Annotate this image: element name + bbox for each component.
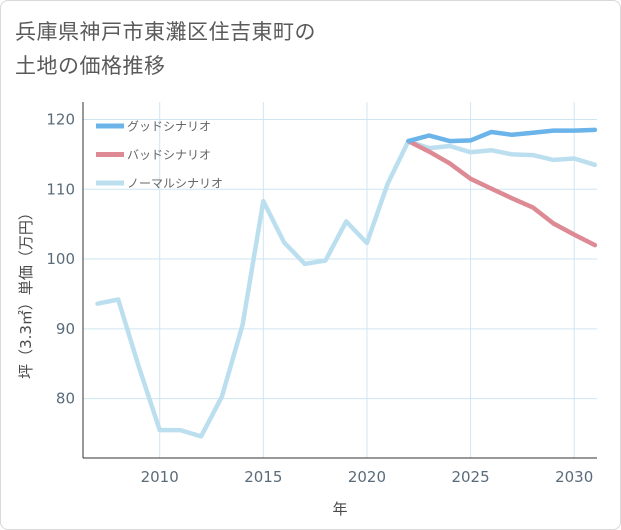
chart-title-line2: 土地の価格推移 <box>15 54 166 78</box>
series-line-normal <box>95 138 598 439</box>
tick-labels: 2010 2015 2020 2025 2030 80 90 100 110 120 <box>46 110 593 486</box>
y-tick-label: 80 <box>56 390 75 408</box>
chart-title: 兵庫県神戸市東灘区住吉東町の 土地の価格推移 <box>15 15 316 83</box>
y-tick-label: 100 <box>46 250 75 268</box>
series-line-bad <box>406 138 598 248</box>
y-tick-label: 110 <box>46 180 75 198</box>
x-tick-label: 2030 <box>555 468 593 486</box>
x-tick-label: 2015 <box>244 468 282 486</box>
legend-label-normal: ノーマルシナリオ <box>127 177 223 191</box>
axes <box>82 102 597 459</box>
legend-label-good: グッドシナリオ <box>127 120 211 134</box>
series-lines <box>95 127 598 439</box>
series-line-good <box>406 127 598 144</box>
y-tick-label: 120 <box>46 110 75 128</box>
y-tick-label: 90 <box>56 320 75 338</box>
y-axis-title: 坪（3.3㎡）単価（万円） <box>17 205 35 379</box>
x-axis-title: 年 <box>332 500 347 518</box>
x-tick-label: 2020 <box>348 468 386 486</box>
grid <box>83 102 597 458</box>
chart-title-line1: 兵庫県神戸市東灘区住吉東町の <box>15 20 316 44</box>
x-tick-label: 2010 <box>141 468 179 486</box>
x-tick-label: 2025 <box>451 468 489 486</box>
legend-label-bad: バッドシナリオ <box>127 148 211 162</box>
